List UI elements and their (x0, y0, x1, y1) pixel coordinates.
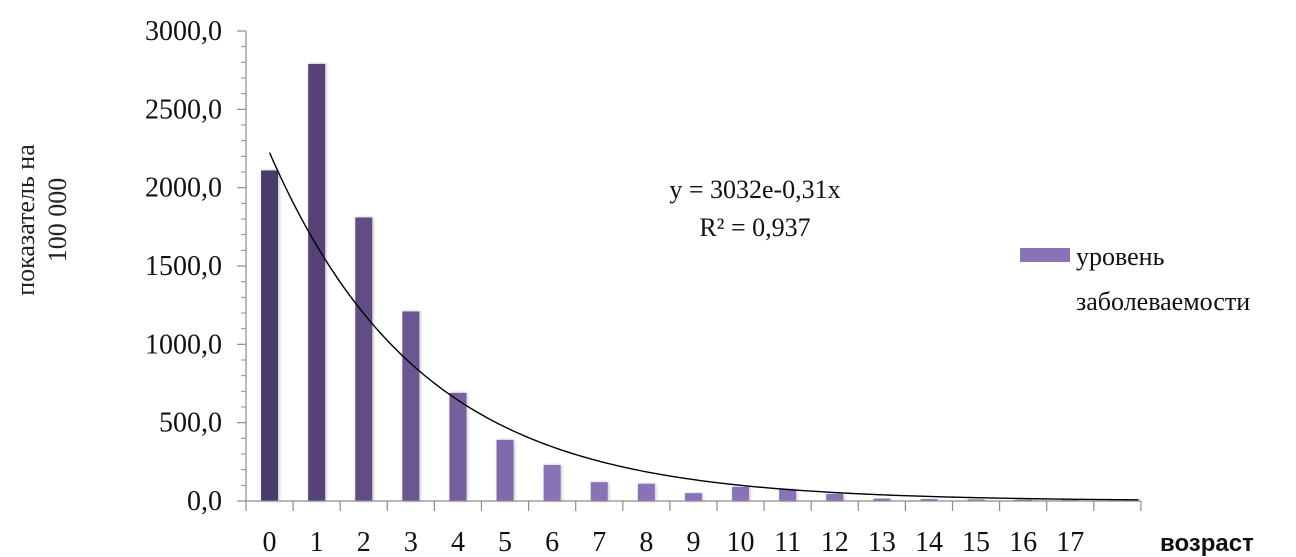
y-tick-label: 1000,0 (145, 329, 222, 360)
bar-age-4 (449, 392, 467, 501)
bar-age-3 (402, 311, 420, 501)
bar-age-1 (308, 63, 326, 502)
bar-age-5 (496, 439, 514, 501)
y-axis-label-line-1: показатель на (11, 144, 40, 296)
x-tick-label: 8 (639, 527, 653, 557)
bar-age-16 (1014, 499, 1032, 501)
y-tick-label: 3000,0 (145, 16, 222, 47)
bar-age-9 (684, 493, 702, 501)
x-tick-label: 3 (404, 527, 418, 557)
legend-swatch (1020, 248, 1070, 262)
bar-age-10 (732, 486, 750, 501)
legend-label-line-1: уровень (1076, 242, 1165, 271)
x-tick-label: 6 (545, 527, 559, 557)
x-tick-label: 0 (263, 527, 277, 557)
x-tick-label: 15 (962, 527, 990, 557)
x-axis-label: возраст (1160, 530, 1254, 557)
trendline-r-squared: R² = 0,937 (699, 213, 810, 242)
x-tick-label: 4 (451, 527, 465, 557)
bar-age-11 (779, 489, 797, 501)
x-tick-label: 1 (310, 527, 324, 557)
bar-age-14 (920, 499, 938, 501)
x-tick-label: 9 (686, 527, 700, 557)
x-tick-label: 2 (357, 527, 371, 557)
x-tick-label: 11 (774, 527, 801, 557)
trendline (268, 152, 1139, 501)
bar-age-12 (826, 493, 844, 501)
trendline-equation: y = 3032e-0,31x R² = 0,937 (669, 175, 840, 242)
x-tick-label: 14 (915, 527, 943, 557)
y-axis-label-line-2: 100 000 (43, 178, 72, 263)
bar-age-7 (590, 482, 608, 501)
y-axis-label: показатель на 100 000 (11, 144, 72, 296)
x-tick-label: 17 (1056, 527, 1084, 557)
y-axis-ticks: 0,0 500,0 1000,0 1500,0 2000,0 2500,0 3000,0 (145, 16, 246, 517)
x-axis-ticks: 0 1 2 3 4 5 6 7 8 9 10 11 12 13 14 15 16 17 (245, 501, 1142, 557)
y-tick-label: 500,0 (159, 408, 222, 439)
trendline-formula: y = 3032e-0,31x (669, 175, 840, 204)
bar-age-13 (873, 498, 891, 501)
y-tick-label: 1500,0 (145, 251, 222, 282)
x-tick-label: 13 (868, 527, 896, 557)
y-tick-label: 0,0 (187, 486, 222, 517)
bar-age-15 (967, 499, 985, 501)
legend-label-line-2: заболеваемости (1076, 287, 1250, 316)
x-tick-label: 5 (498, 527, 512, 557)
x-tick-label: 10 (727, 527, 755, 557)
bar-age-6 (543, 464, 561, 501)
bars (261, 63, 1079, 502)
bar-age-8 (637, 483, 655, 501)
x-tick-label: 12 (821, 527, 849, 557)
bar-age-2 (355, 217, 373, 501)
x-tick-label: 16 (1009, 527, 1037, 557)
legend: уровень заболеваемости (1020, 242, 1250, 316)
y-tick-label: 2500,0 (145, 94, 222, 125)
x-tick-label: 7 (592, 527, 606, 557)
y-tick-label: 2000,0 (145, 173, 222, 204)
bar-age-0 (261, 170, 279, 501)
